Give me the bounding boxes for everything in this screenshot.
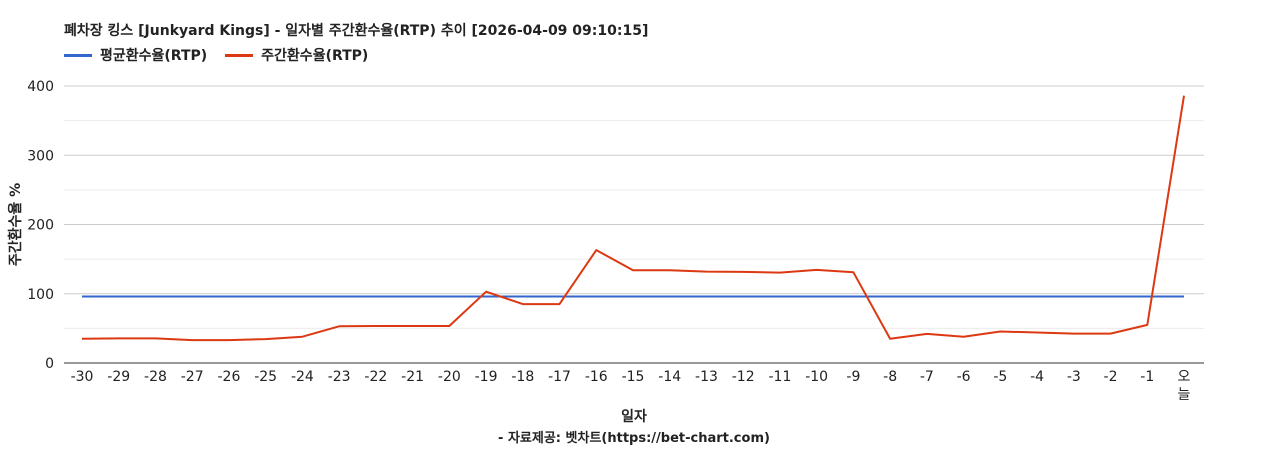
x-tick-label: -15 — [622, 369, 645, 385]
legend-label-weekly: 주간환수율(RTP) — [261, 48, 369, 64]
x-tick-label: -9 — [846, 369, 860, 385]
x-tick-label: -4 — [1030, 369, 1044, 385]
x-tick-label: -2 — [1104, 369, 1118, 385]
y-axis-label: 주간환수율 % — [7, 183, 24, 266]
x-tick-label: -26 — [217, 369, 240, 385]
x-tick-label: 늘 — [1178, 387, 1191, 403]
gridlines — [64, 85, 1204, 329]
source-caption: - 자료제공: 벳차트(https://bet-chart.com) — [498, 430, 770, 446]
x-tick-label: 오 — [1178, 369, 1191, 385]
x-tick-label: -7 — [920, 369, 934, 385]
x-tick-label: -3 — [1067, 369, 1081, 385]
x-tick-label: -18 — [511, 369, 534, 385]
y-tick-label: 400 — [27, 79, 54, 95]
x-tick-label: -20 — [438, 369, 461, 385]
x-tick-label: -1 — [1140, 369, 1154, 385]
series-lines — [81, 95, 1185, 342]
x-tick-label: -21 — [401, 369, 424, 385]
x-tick-label: -13 — [695, 369, 718, 385]
x-tick-label: -17 — [548, 369, 571, 385]
x-tick-label: -19 — [475, 369, 498, 385]
x-tick-label: -27 — [181, 369, 204, 385]
x-tick-label: -29 — [107, 369, 130, 385]
series-line-weekly — [81, 95, 1185, 342]
legend-swatch-average — [64, 53, 92, 57]
legend-label-average: 평균환수율(RTP) — [100, 48, 208, 64]
x-tick-label: -25 — [254, 369, 277, 385]
x-tick-label: -5 — [993, 369, 1007, 385]
x-tick-label: -23 — [328, 369, 351, 385]
x-tick-label: -11 — [768, 369, 791, 385]
x-tick-label: -28 — [144, 369, 167, 385]
y-tick-label: 0 — [45, 356, 54, 372]
legend-swatch-weekly — [225, 53, 254, 57]
y-tick-label: 100 — [27, 287, 54, 303]
x-tick-label: -10 — [805, 369, 828, 385]
x-tick-label: -24 — [291, 369, 314, 385]
x-tick-label: -8 — [883, 369, 897, 385]
x-tick-label: -30 — [71, 369, 94, 385]
x-tick-label: -14 — [658, 369, 681, 385]
x-tick-label: -16 — [585, 369, 608, 385]
legend: 평균환수율(RTP) 주간환수율(RTP) — [64, 45, 386, 65]
x-tick-label: -12 — [732, 369, 755, 385]
y-tick-labels: 0 100 200 300 400 — [27, 79, 54, 372]
legend-item-average[interactable]: 평균환수율(RTP) — [64, 45, 207, 65]
x-tick-labels: -30 -29 -28 -27 -26 -25 -24 -23 -22 -21 -20 -19 -18-… — [71, 369, 1191, 403]
legend-item-weekly[interactable]: 주간환수율(RTP) — [225, 45, 368, 65]
y-tick-label: 200 — [27, 218, 54, 234]
chart-title: 폐차장 킹스 [Junkyard Kings] - 일자별 주간환수율(RTP)… — [64, 23, 649, 39]
y-tick-label: 300 — [27, 148, 54, 164]
x-tick-label: -6 — [957, 369, 971, 385]
x-axis-label: 일자 — [621, 409, 647, 425]
x-tick-label: -22 — [364, 369, 387, 385]
